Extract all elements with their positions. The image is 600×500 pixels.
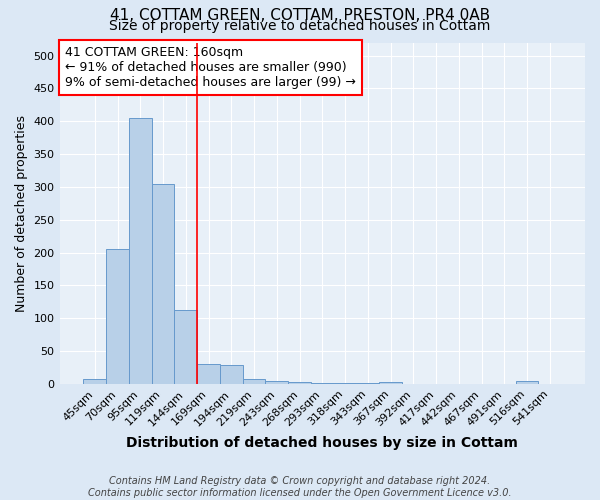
Bar: [83, 378, 106, 384]
X-axis label: Distribution of detached houses by size in Cottam: Distribution of detached houses by size …: [127, 436, 518, 450]
Y-axis label: Number of detached properties: Number of detached properties: [15, 114, 28, 312]
Text: 41 COTTAM GREEN: 160sqm
← 91% of detached houses are smaller (990)
9% of semi-de: 41 COTTAM GREEN: 160sqm ← 91% of detache…: [65, 46, 356, 89]
Bar: [220, 366, 242, 384]
Bar: [288, 382, 311, 384]
Bar: [334, 383, 356, 384]
Bar: [242, 378, 265, 384]
Bar: [175, 310, 197, 384]
Bar: [515, 381, 538, 384]
Bar: [129, 118, 152, 384]
Bar: [356, 383, 379, 384]
Bar: [311, 383, 334, 384]
Bar: [265, 380, 288, 384]
Text: 41, COTTAM GREEN, COTTAM, PRESTON, PR4 0AB: 41, COTTAM GREEN, COTTAM, PRESTON, PR4 0…: [110, 8, 490, 22]
Bar: [106, 250, 129, 384]
Text: Size of property relative to detached houses in Cottam: Size of property relative to detached ho…: [109, 19, 491, 33]
Text: Contains HM Land Registry data © Crown copyright and database right 2024.
Contai: Contains HM Land Registry data © Crown c…: [88, 476, 512, 498]
Bar: [379, 382, 402, 384]
Bar: [197, 364, 220, 384]
Bar: [152, 184, 175, 384]
